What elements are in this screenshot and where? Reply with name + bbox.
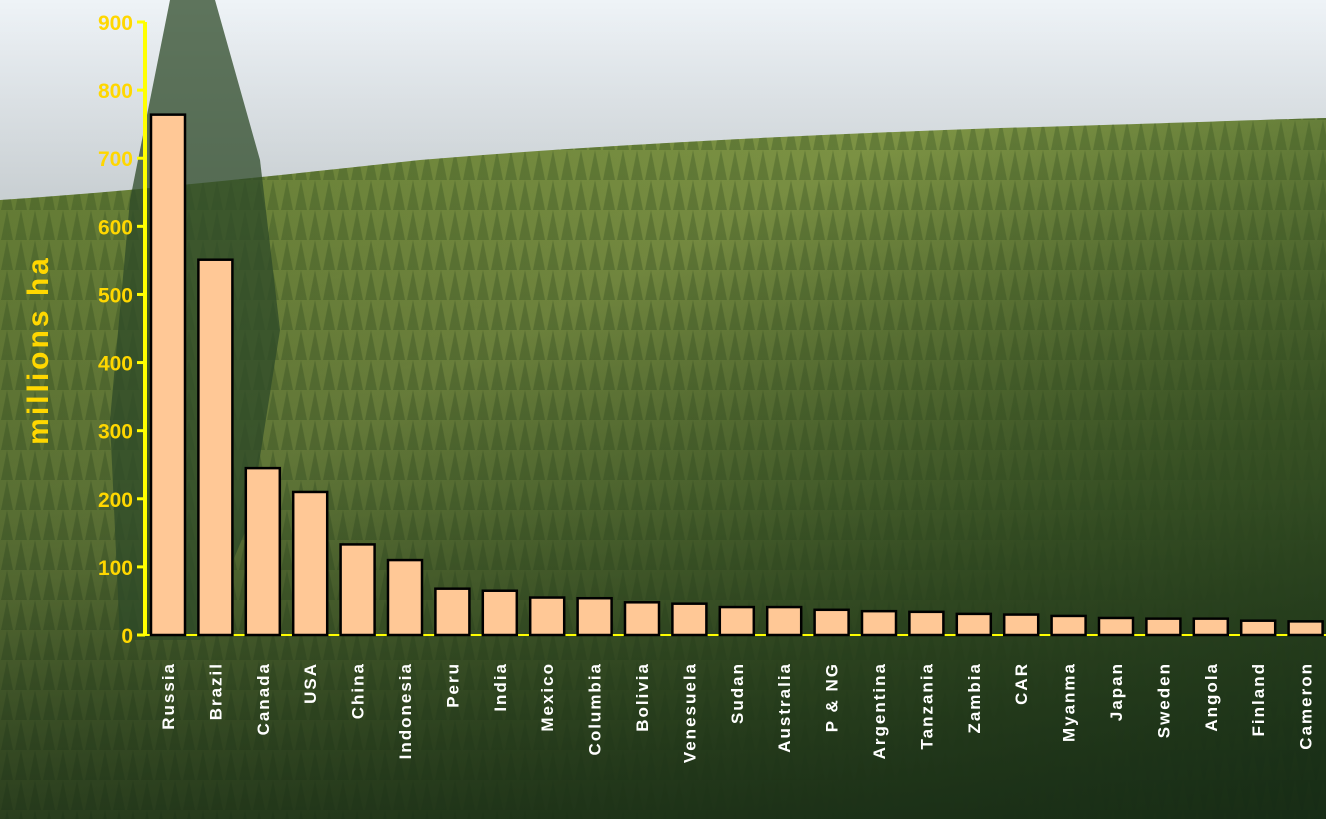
category-label: Australia (775, 662, 794, 753)
y-tick-label: 0 (121, 625, 133, 648)
category-label: Zambia (965, 662, 984, 734)
bar-china (339, 543, 376, 637)
bar-car (1002, 613, 1040, 637)
bar-argentina (860, 609, 898, 637)
category-label: China (349, 662, 368, 719)
category-label: P & NG (823, 662, 842, 732)
category-label: CAR (1012, 662, 1031, 705)
category-labels: Russia Brazil Canada USA China Indonesia Peru I… (159, 662, 1316, 763)
category-label: Indonesia (396, 662, 415, 759)
category-label: Canada (254, 662, 273, 735)
category-label: Argentina (870, 662, 889, 759)
category-label: Sudan (728, 662, 747, 724)
bar-finland (1239, 619, 1277, 637)
bar-sweden (1145, 617, 1182, 637)
category-label: Brazil (206, 662, 225, 720)
bar-p-ng (813, 608, 850, 637)
bar-columbia (576, 596, 613, 637)
y-axis-title: millions ha (22, 255, 55, 445)
category-label: USA (301, 662, 320, 704)
category-label: Angola (1202, 662, 1221, 732)
bar-zambia (955, 612, 993, 637)
bar-cameron (1287, 620, 1324, 637)
bar-canada (244, 466, 282, 637)
bar-angola (1192, 617, 1230, 637)
y-axis: 0 100 200 300 400 500 600 700 800 900 (98, 12, 1326, 648)
bar-russia (149, 113, 187, 637)
bars (149, 113, 1324, 637)
category-label: Mexico (538, 662, 557, 732)
bar-india (481, 589, 519, 637)
y-tick-label: 500 (98, 284, 133, 307)
bar-tanzania (908, 610, 945, 637)
category-label: Sweden (1154, 662, 1173, 738)
bar-venesuela (671, 602, 708, 637)
category-label: Cameron (1297, 662, 1316, 750)
bar-bolivia (623, 601, 661, 637)
bar-japan (1097, 616, 1135, 637)
bar-myanma (1050, 614, 1087, 637)
y-tick-label: 900 (98, 12, 133, 35)
bar-indonesia (386, 558, 424, 637)
y-tick-label: 800 (98, 80, 133, 103)
category-label: Venesuela (680, 662, 699, 763)
bar-australia (765, 605, 803, 637)
y-tick-label: 400 (98, 353, 133, 376)
bar-peru (434, 587, 471, 637)
y-tick-label: 600 (98, 216, 133, 239)
category-label: Finland (1249, 662, 1268, 736)
y-tick-label: 100 (98, 557, 133, 580)
y-tick-label: 200 (98, 489, 133, 512)
bar-brazil (197, 258, 234, 637)
category-label: Bolivia (633, 662, 652, 732)
category-label: Tanzania (917, 662, 936, 749)
y-tick-label: 300 (98, 421, 133, 444)
category-label: India (491, 662, 510, 712)
category-label: Columbia (586, 662, 605, 755)
category-label: Russia (159, 662, 178, 730)
bar-mexico (528, 596, 566, 637)
bar-sudan (718, 605, 756, 637)
category-label: Japan (1107, 662, 1126, 721)
bar-usa (291, 490, 329, 637)
category-label: Myanma (1060, 662, 1079, 742)
category-label: Peru (443, 662, 462, 708)
y-tick-label: 700 (98, 148, 133, 171)
